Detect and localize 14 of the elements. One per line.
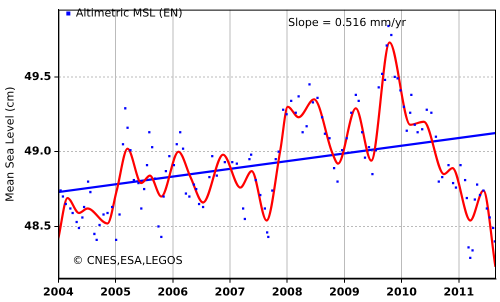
x-tick-label: 2005: [100, 285, 131, 298]
y-tick-label: 48.5: [24, 219, 52, 232]
x-tick-label: 2004: [43, 285, 74, 298]
x-tick-label: 2007: [214, 285, 246, 298]
y-tick-label: 49.5: [24, 70, 52, 83]
x-tick-label: 2010: [386, 285, 418, 298]
y-tick-label: 49.0: [24, 144, 52, 158]
annotation: Slope = 0.516 mm/yr: [288, 16, 406, 29]
x-tick-label: 2009: [329, 285, 360, 298]
y-axis-title: Mean Sea Level (cm): [3, 86, 16, 202]
annotation: © CNES,ESA,LEGOS: [72, 254, 183, 268]
x-tick-label: 2008: [272, 285, 302, 298]
x-tick-label: 2006: [157, 285, 188, 298]
x-tick-label: 2011: [444, 285, 474, 298]
